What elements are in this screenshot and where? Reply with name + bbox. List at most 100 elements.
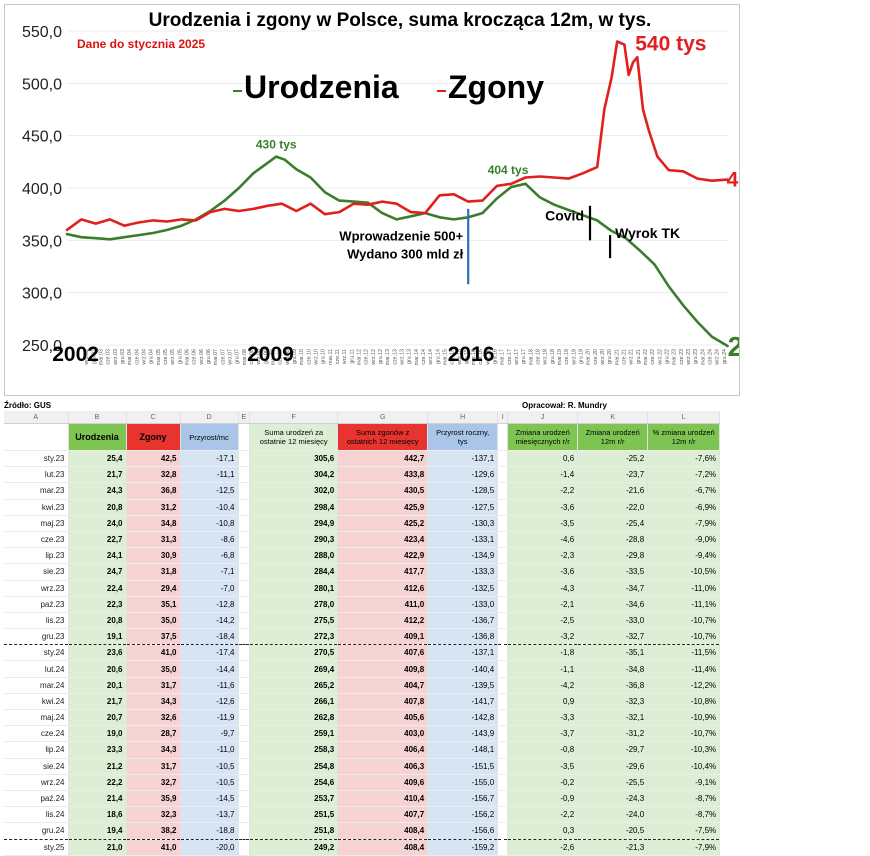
spacer-cell <box>497 531 509 549</box>
table-cell: -10,7% <box>647 612 721 630</box>
table-cell: 31,7 <box>126 758 181 775</box>
row-label: sie.23 <box>4 563 69 581</box>
row-label: lut.24 <box>4 660 69 678</box>
table-cell: -0,2 <box>507 774 579 791</box>
spacer-cell <box>497 515 509 532</box>
table-cell: 425,9 <box>337 499 429 516</box>
x-tick-label: mar.24 <box>700 349 706 365</box>
table-cell: -3,5 <box>507 515 579 532</box>
table-row: paź.23 22,3 35,1 -12,8 278,0 411,0 -133,0 -2,1-… <box>4 596 721 613</box>
x-tick-label: cze.15 <box>450 349 456 365</box>
spacer-cell <box>238 628 251 646</box>
x-tick-label: wrz.13 <box>399 349 405 365</box>
table-cell: 24,0 <box>68 515 127 532</box>
table-cell: 35,9 <box>126 790 181 808</box>
table-cell: 266,1 <box>249 693 339 711</box>
table-cell: -140,4 <box>427 660 499 678</box>
spacer-cell <box>497 806 509 824</box>
table-cell: 406,3 <box>337 758 429 775</box>
x-tick-label: cze.22 <box>650 349 656 365</box>
x-tick-label: mar.18 <box>528 349 534 365</box>
table-cell: 19,0 <box>68 725 127 743</box>
table-cell: 305,6 <box>249 450 339 468</box>
spacer-cell <box>238 806 251 824</box>
table-cell: 32,8 <box>126 466 181 484</box>
table-cell: -14,2 <box>180 612 239 630</box>
table-cell: -11,9 <box>180 709 239 727</box>
table-cell: -2,1 <box>507 596 579 613</box>
table-cell: -24,0 <box>577 806 649 824</box>
event-label: Wprowadzenie 500+ <box>339 228 463 243</box>
table-cell: -7,1 <box>180 563 239 581</box>
table-cell: -9,1% <box>647 774 721 791</box>
x-tick-label: wrz.18 <box>543 349 549 365</box>
table-row: cze.24 19,0 28,7 -9,7 259,1 403,0 -143,9 -3,7 -3… <box>4 725 721 743</box>
x-tick-label: gru.18 <box>550 349 556 364</box>
table-cell: -8,7% <box>647 806 721 824</box>
row-label: cze.24 <box>4 725 69 743</box>
table-cell: -156,7 <box>427 790 499 808</box>
table-cell: 31,7 <box>126 677 181 694</box>
table-cell: -6,7% <box>647 482 721 500</box>
table-cell: -10,9% <box>647 709 721 727</box>
column-letter: H <box>427 411 499 424</box>
table-cell: -136,8 <box>427 628 499 646</box>
column-header: Zgony <box>126 423 181 451</box>
table-cell: 284,4 <box>249 563 339 581</box>
x-tick-label: mar.03 <box>99 349 105 365</box>
table-cell: -11,0% <box>647 580 721 597</box>
row-label: lip.23 <box>4 547 69 565</box>
table-cell: 35,0 <box>126 612 181 630</box>
table-cell: 24,1 <box>68 547 127 565</box>
table-cell: 249,2 <box>249 839 339 856</box>
x-tick-label: wrz.14 <box>428 349 434 365</box>
table-cell: 23,6 <box>68 644 127 662</box>
x-tick-label: wrz.04 <box>142 349 148 365</box>
spacer-cell <box>238 725 251 743</box>
table-cell: 251,8 <box>249 822 339 840</box>
table-cell: 412,2 <box>337 612 429 630</box>
table-cell: 41,0 <box>126 644 181 662</box>
table-cell: -7,6% <box>647 450 721 468</box>
spacer-cell <box>497 822 509 840</box>
table-cell: 21,7 <box>68 693 127 711</box>
table-cell: -3,6 <box>507 563 579 581</box>
table-cell: 254,8 <box>249 758 339 775</box>
table-cell: 28,7 <box>126 725 181 743</box>
table-cell: -23,7 <box>577 466 649 484</box>
spacer-cell <box>238 660 251 678</box>
table-cell: 254,6 <box>249 774 339 791</box>
table-cell: 408,4 <box>337 822 429 840</box>
x-tick-label: gru.06 <box>206 349 212 364</box>
table-cell: 259,1 <box>249 725 339 743</box>
spacer-cell <box>497 482 509 500</box>
table-cell: -159,2 <box>427 839 499 856</box>
x-tick-label: mar.06 <box>185 349 191 365</box>
spacer-cell <box>238 547 251 565</box>
table-cell: -28,8 <box>577 531 649 549</box>
x-tick-label: wrz.08 <box>256 349 262 365</box>
table-cell: -130,3 <box>427 515 499 532</box>
table-row: sty.24 23,6 41,0 -17,4 270,5 407,6 -137,1 -1,8-… <box>4 644 721 662</box>
table-cell: -36,8 <box>577 677 649 694</box>
table-cell: 412,6 <box>337 580 429 597</box>
table-cell: 262,8 <box>249 709 339 727</box>
x-tick-label: gru.13 <box>407 349 413 364</box>
table-cell: 409,1 <box>337 628 429 646</box>
x-tick-label: wrz.03 <box>113 349 119 365</box>
table-cell: -25,5 <box>577 774 649 791</box>
table-cell: 425,2 <box>337 515 429 532</box>
table-cell: 422,9 <box>337 547 429 565</box>
table-cell: -20,0 <box>180 839 239 856</box>
x-tick-label: cze.11 <box>335 349 341 364</box>
spacer-cell <box>497 644 509 662</box>
x-tick-label: mar.14 <box>414 349 420 365</box>
column-header: Zmiana urodzeń 12m r/r <box>577 423 649 451</box>
table-cell: -9,4% <box>647 547 721 565</box>
row-label: sty.23 <box>4 450 69 468</box>
table-cell: -7,5% <box>647 822 721 840</box>
table-cell: -11,4% <box>647 660 721 678</box>
table-cell: -12,8 <box>180 596 239 613</box>
data-table: A B C D E F G H I J K L Urodzenia Zgony Przyrost/mc Sum… <box>4 411 721 856</box>
x-tick-label: cze.20 <box>593 349 599 365</box>
